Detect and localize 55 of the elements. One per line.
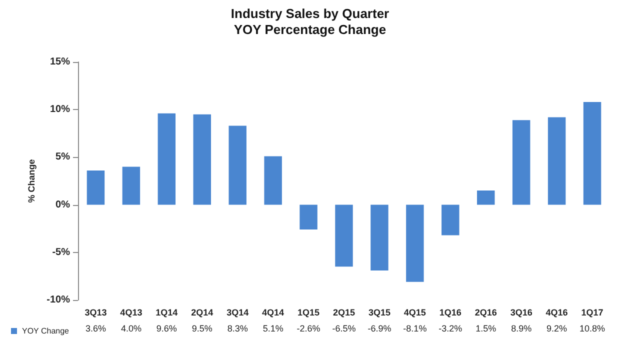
data-label: 3.6% xyxy=(85,324,106,334)
x-tick-label: 2Q14 xyxy=(191,308,214,318)
y-tick-label: 5% xyxy=(56,152,70,163)
data-label: 8.3% xyxy=(227,324,248,334)
bar xyxy=(370,204,388,270)
bar xyxy=(193,114,211,205)
x-tick-label: 1Q17 xyxy=(581,308,604,318)
data-label: -8.1% xyxy=(403,324,427,334)
bar xyxy=(406,204,424,282)
x-tick-label: 2Q16 xyxy=(474,308,497,318)
y-tick-label: 15% xyxy=(50,56,70,68)
data-label: -3.2% xyxy=(438,324,462,334)
x-tick-label: 4Q15 xyxy=(404,308,426,318)
bar xyxy=(228,126,246,205)
y-tick-label: 0% xyxy=(56,199,70,210)
data-label: 4.0% xyxy=(120,324,142,334)
x-tick-label: 1Q14 xyxy=(156,308,178,318)
x-tick-label: 3Q15 xyxy=(368,308,390,318)
y-tick-label: 10% xyxy=(50,104,70,116)
bar xyxy=(264,156,282,205)
bar xyxy=(122,166,140,205)
data-label: 1.5% xyxy=(476,324,496,334)
x-tick-label: 3Q14 xyxy=(226,308,249,318)
data-label: -6.9% xyxy=(368,324,392,334)
y-tick-label: -10% xyxy=(46,294,70,306)
bar xyxy=(86,170,105,205)
data-label: 8.9% xyxy=(511,324,532,334)
data-label: 9.5% xyxy=(192,324,212,334)
bar xyxy=(512,120,530,205)
bar xyxy=(548,117,566,205)
x-tick-label: 2Q15 xyxy=(332,308,356,318)
data-label: 9.6% xyxy=(156,324,177,334)
bar xyxy=(300,204,318,230)
chart-title: Industry Sales by Quarter xyxy=(230,6,390,21)
y-tick-label: -5% xyxy=(52,246,70,258)
legend-label: YOY Change xyxy=(22,326,70,336)
x-tick-label: 4Q13 xyxy=(120,308,142,318)
bar xyxy=(442,204,460,236)
bar xyxy=(477,190,495,205)
bar xyxy=(583,102,602,205)
y-axis-title: % Change xyxy=(26,159,36,203)
data-label: -2.6% xyxy=(296,324,320,334)
data-label: 5.1% xyxy=(262,324,284,334)
x-tick-label: 3Q16 xyxy=(510,308,532,318)
x-tick-label: 4Q16 xyxy=(546,308,568,318)
chart-subtitle: YOY Percentage Change xyxy=(234,22,386,37)
x-tick-label: 3Q13 xyxy=(84,308,107,318)
data-label: -6.5% xyxy=(332,324,356,334)
bar xyxy=(335,204,353,267)
bar xyxy=(158,113,176,205)
data-label: 10.8% xyxy=(580,324,606,334)
x-tick-label: 1Q15 xyxy=(298,308,320,318)
x-tick-label: 1Q16 xyxy=(439,308,462,318)
data-label: 9.2% xyxy=(546,324,568,334)
x-tick-label: 4Q14 xyxy=(262,308,284,318)
